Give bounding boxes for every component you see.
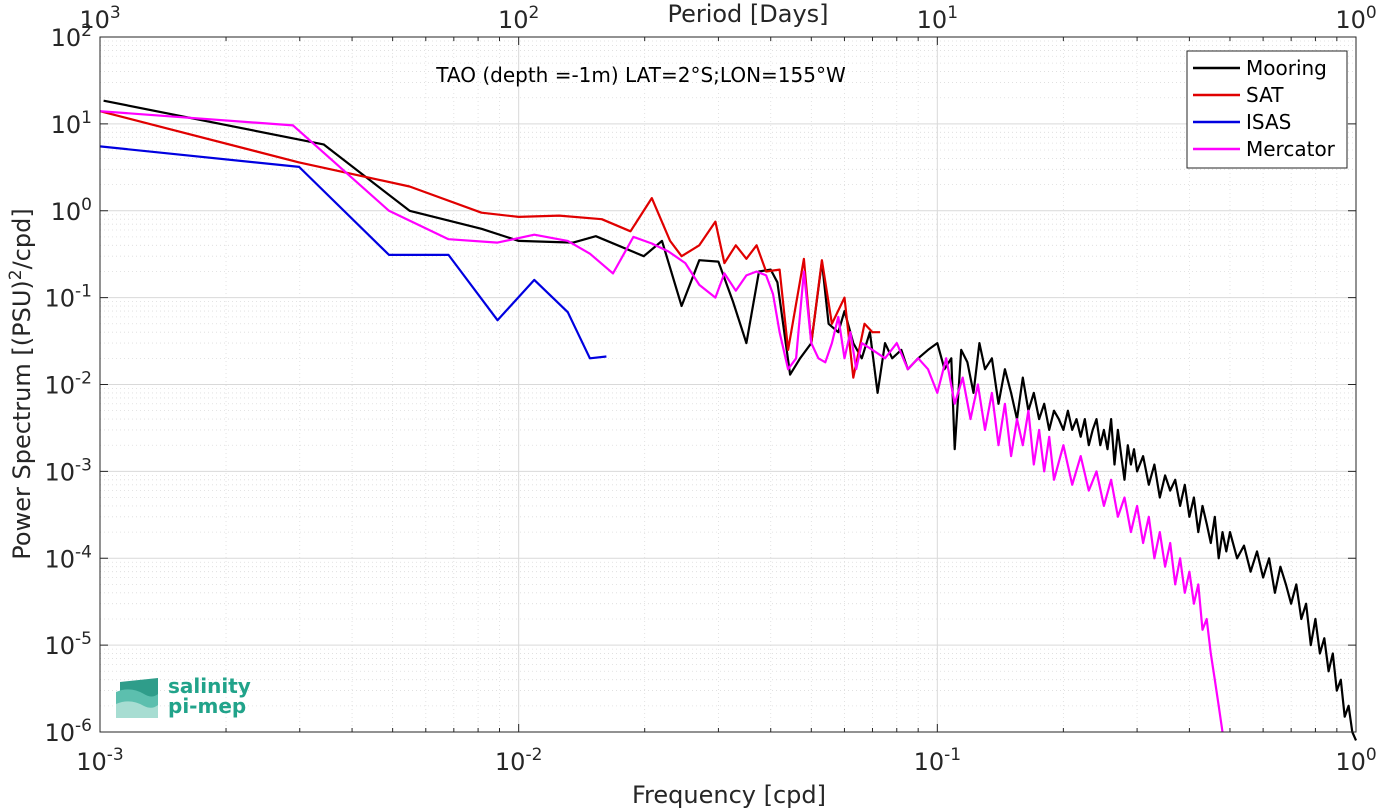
series-mooring <box>103 99 1358 741</box>
legend-label-sat: SAT <box>1246 83 1284 107</box>
wave-icon <box>116 678 158 718</box>
logo-line-1: salinity <box>168 674 251 698</box>
series-sat <box>99 110 881 379</box>
legend-label-isas: ISAS <box>1246 110 1291 134</box>
y-tick-label: 10-5 <box>45 629 93 660</box>
x-tick-label: 10-1 <box>914 745 962 776</box>
logo-line-2: pi-mep <box>168 694 246 718</box>
y-tick-label: 10-1 <box>45 282 93 313</box>
salinity-pi-mep-logo: salinity pi-mep <box>116 674 251 718</box>
top-axis-title: Period [Days] <box>667 0 828 28</box>
y-tick-label: 10-6 <box>45 716 93 747</box>
y-tick-label: 10-2 <box>45 369 93 400</box>
y-tick-label: 100 <box>51 195 92 226</box>
legend-label-mercator: Mercator <box>1246 137 1336 161</box>
tick-marks <box>99 36 1357 733</box>
x-tick-label: 100 <box>1335 745 1376 776</box>
y-axis-title: Power Spectrum [(PSU)2/cpd] <box>6 208 36 559</box>
x-tick-label: 10-2 <box>495 745 543 776</box>
top-tick-label: 103 <box>79 3 120 34</box>
y-tick-label: 10-4 <box>45 542 93 573</box>
x-tick-label: 10-3 <box>76 745 124 776</box>
chart-title: TAO (depth =-1m) LAT=2°S;LON=155°W <box>435 63 846 87</box>
series-isas <box>99 145 607 360</box>
grid <box>99 36 1357 733</box>
x-axis-title: Frequency [cpd] <box>632 781 826 809</box>
legend: Mooring SAT ISAS Mercator <box>1186 50 1348 169</box>
top-tick-label: 100 <box>1335 3 1376 34</box>
y-tick-label: 101 <box>51 108 92 139</box>
series-lines <box>99 99 1358 741</box>
y-tick-label: 10-3 <box>45 455 93 486</box>
top-tick-label: 102 <box>498 3 539 34</box>
legend-label-mooring: Mooring <box>1246 56 1327 80</box>
top-tick-label: 101 <box>917 3 958 34</box>
y-tick-label: 102 <box>51 21 92 52</box>
series-mercator <box>99 110 1224 733</box>
